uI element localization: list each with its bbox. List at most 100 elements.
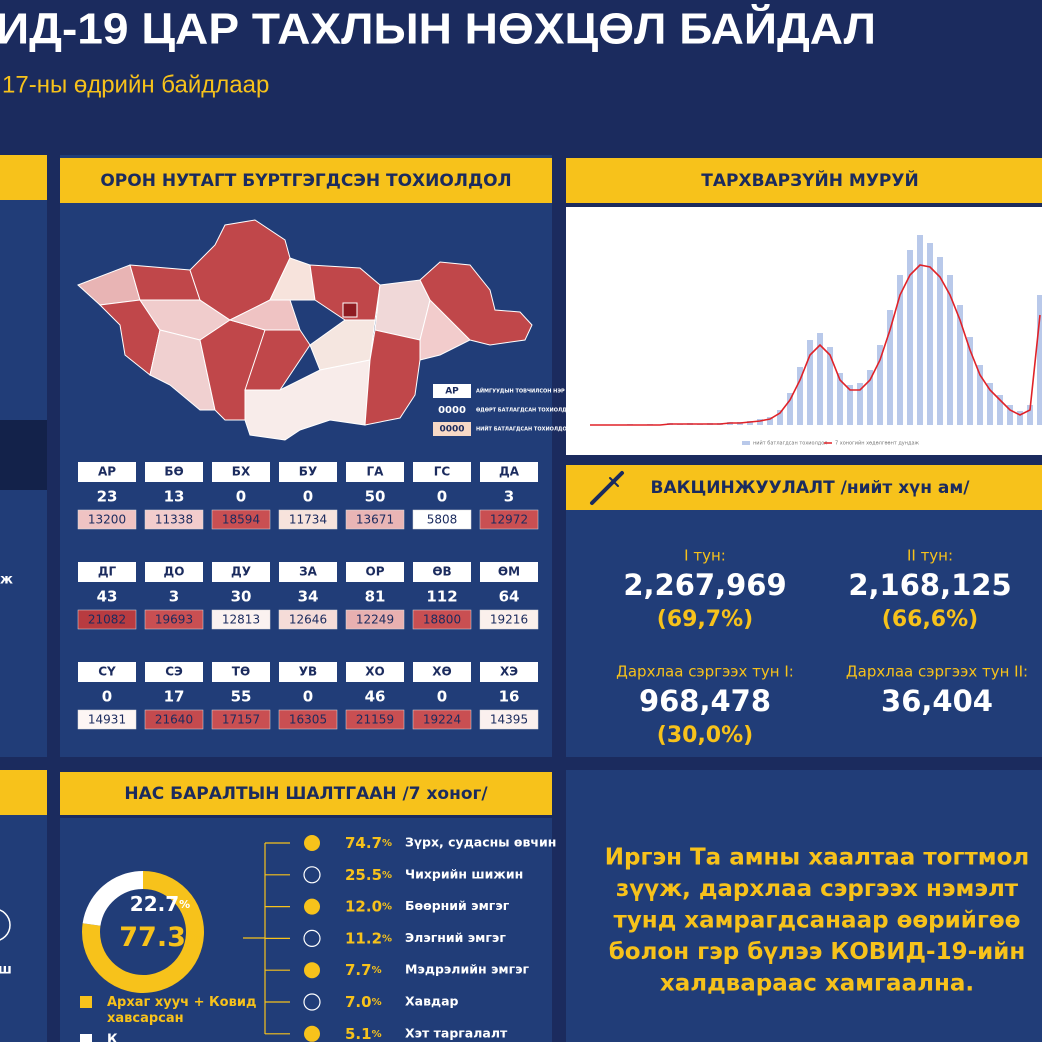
province-daily: 0 (437, 688, 447, 706)
legend-label: К (107, 1033, 118, 1042)
dose-count: 2,267,969 (623, 568, 786, 602)
province-code: БӨ (164, 465, 183, 479)
province-code: УВ (299, 665, 317, 679)
deaths-header (60, 772, 552, 815)
province-total-box (211, 709, 271, 730)
province-code: ДГ (98, 565, 117, 579)
province-total-box (77, 509, 137, 530)
province-label-box (145, 562, 203, 582)
province-code: ДО (164, 565, 185, 579)
province-total: 21159 (356, 713, 394, 727)
bar (1007, 405, 1013, 425)
cause-icon (304, 835, 320, 851)
regional-panel (60, 155, 552, 757)
province-label-box (145, 462, 203, 482)
province-total: 11734 (289, 513, 327, 527)
legend-swatch (433, 422, 471, 436)
dose-share: (66,6%) (882, 607, 978, 632)
province-total: 5808 (427, 513, 458, 527)
province-total: 12646 (289, 613, 327, 627)
province-code: ГА (367, 465, 385, 479)
bar (937, 257, 943, 425)
province-label-box (78, 562, 136, 582)
page-title: ИД-19 ЦАР ТАХЛЫН НӨХЦӨЛ БАЙДАЛ (0, 3, 876, 54)
province-daily: 0 (437, 488, 447, 506)
province-code: БХ (232, 465, 251, 479)
province-total: 18594 (222, 513, 260, 527)
panel-title: НАС БАРАЛТЫН ШАЛТГААН /7 хоног/ (124, 784, 488, 804)
cause-value: 12.0% (345, 897, 392, 915)
bar (747, 421, 753, 425)
region (129, 264, 201, 301)
legend-swatch (80, 996, 92, 1008)
unit: % (372, 965, 382, 976)
province-code: БУ (299, 465, 317, 479)
province-daily: 17 (164, 688, 185, 706)
province-total-box (278, 609, 338, 630)
value: 22.7 (130, 892, 179, 916)
cause-name: Зүрх, судасны өвчин (405, 835, 556, 850)
message-line: халдвараас хамгаална. (660, 971, 974, 997)
cause-value: 11.2% (345, 929, 392, 947)
province-total-box (144, 709, 204, 730)
bar (1037, 295, 1042, 425)
bar (837, 373, 843, 425)
dose-label: Дархлаа сэргээх тун II: (846, 663, 1028, 681)
legend-sample: 0000 (438, 405, 466, 416)
legend-swatch (742, 441, 750, 445)
cause-value: 7.0% (345, 993, 382, 1011)
province-total-box (412, 709, 472, 730)
unit: % (179, 898, 190, 911)
province-code: ДА (499, 465, 520, 479)
legend-swatch (433, 384, 471, 398)
bar (1027, 405, 1033, 425)
bar (957, 305, 963, 425)
province-total: 13200 (88, 513, 126, 527)
line (590, 264, 1041, 426)
province-total-box (479, 509, 539, 530)
unit: % (186, 928, 201, 946)
regional-header (60, 158, 552, 203)
province-label-box (212, 562, 270, 582)
province-total: 19216 (490, 613, 528, 627)
cause-name: Мэдрэлийн эмгэг (405, 962, 530, 977)
message-panel (566, 770, 1042, 1042)
province-label-box (279, 562, 337, 582)
bar (767, 417, 773, 425)
bar (1017, 411, 1023, 425)
dose-count: 36,404 (881, 684, 993, 718)
province-label-box (413, 562, 471, 582)
message-line: Иргэн Та амны хаалтаа тогтмол (605, 845, 1030, 871)
province-label-box (279, 662, 337, 682)
province-code: ДУ (231, 565, 251, 579)
province-code: СҮ (98, 665, 116, 679)
bar (897, 275, 903, 425)
province-daily: 30 (231, 588, 252, 606)
donut-segment (82, 871, 144, 927)
province-label-box (413, 662, 471, 682)
province-daily: 112 (426, 588, 457, 606)
map (77, 219, 533, 441)
unit: % (382, 870, 392, 881)
left-bottom-header (0, 770, 47, 815)
province-daily: 0 (236, 488, 246, 506)
province-daily: 50 (365, 488, 386, 506)
unit: % (372, 1029, 382, 1040)
capital (342, 302, 358, 318)
province-total-box (278, 709, 338, 730)
province-daily: 81 (365, 588, 386, 606)
legend-label: 7 хоногийн хөдөлгөөнт дундаж (835, 440, 920, 447)
line: Архаг хууч + Ковид (107, 995, 256, 1010)
province-label-box (480, 562, 538, 582)
curve-header (566, 158, 1042, 203)
province-daily: 0 (303, 688, 313, 706)
dose-share: (69,7%) (657, 607, 753, 632)
cause-icon (304, 1025, 320, 1042)
province-total-box (345, 509, 405, 530)
province-total: 13671 (356, 513, 394, 527)
fragment: ж (0, 573, 13, 588)
province-code: СЭ (165, 665, 183, 679)
cause-value: 5.1% (345, 1024, 382, 1042)
province-label-box (346, 462, 404, 482)
